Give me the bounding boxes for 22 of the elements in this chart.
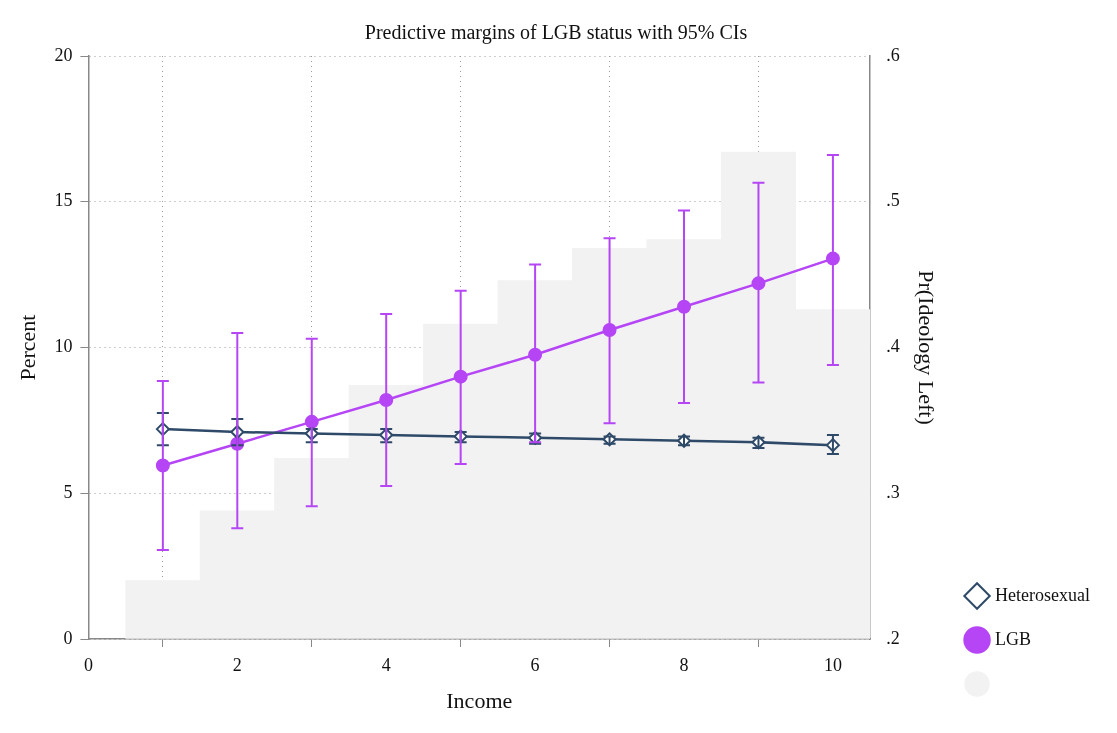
x-tick-label: 4 — [381, 654, 391, 675]
y2-tick-label: .2 — [886, 627, 900, 648]
legend-label: LGB — [995, 628, 1032, 649]
y-tick-label: 15 — [54, 190, 73, 211]
y-tick-label: 20 — [54, 44, 73, 65]
x-tick-label: 2 — [232, 654, 242, 675]
y-tick-label: 0 — [63, 627, 73, 648]
y2-tick-label: .5 — [886, 190, 900, 211]
y-tick-label: 5 — [63, 481, 73, 502]
y-tick-label: 10 — [54, 336, 73, 357]
y2-tick-label: .4 — [886, 336, 900, 357]
x-tick-label: 8 — [679, 654, 689, 675]
x-axis-title: Income — [446, 687, 513, 713]
x-tick-label: 10 — [823, 654, 842, 675]
y2-tick-label: .6 — [886, 44, 900, 65]
x-tick-label: 0 — [83, 654, 93, 675]
chart-title: Predictive margins of LGB status with 95% CIs — [364, 21, 748, 45]
x-tick-label: 6 — [530, 654, 540, 675]
legend-label: Heterosexual — [995, 584, 1091, 605]
y2-axis-title: Pr(Ideology Left) — [914, 270, 940, 425]
y-axis-title: Percent — [14, 314, 40, 381]
y2-tick-label: .3 — [886, 481, 900, 502]
